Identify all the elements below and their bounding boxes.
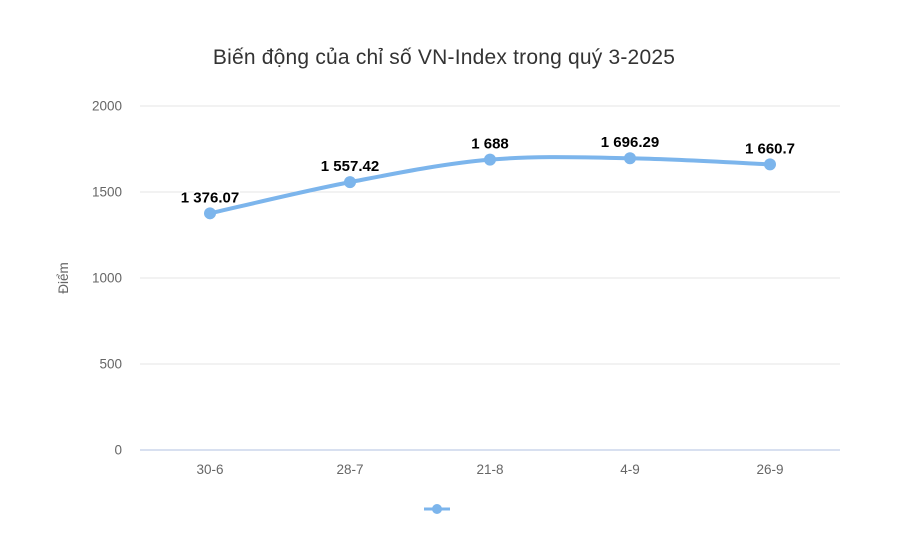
data-point-marker[interactable] [484,153,496,166]
x-tick-label: 21-8 [476,462,503,477]
data-point-marker[interactable] [204,207,216,220]
data-label: 1 688 [471,136,509,153]
data-point-marker[interactable] [764,158,776,171]
x-tick-label: 4-9 [620,462,640,477]
data-point-marker[interactable] [344,176,356,189]
y-tick-label: 1500 [92,185,122,200]
data-label: 1 376.07 [181,189,239,206]
y-tick-label: 500 [99,357,122,372]
y-tick-label: 1000 [92,271,122,286]
legend-marker-icon [424,504,450,514]
data-label: 1 660.7 [745,140,795,157]
legend-item[interactable] [422,502,452,516]
data-label: 1 557.42 [321,158,379,175]
data-label: 1 696.29 [601,134,659,151]
x-tick-label: 26-9 [756,462,783,477]
legend-dot [432,504,442,514]
chart-title: Biến động của chỉ số VN-Index trong quý … [212,46,676,69]
y-tick-label: 0 [114,443,122,458]
data-point-marker[interactable] [624,152,636,165]
y-tick-label: 2000 [92,99,122,114]
x-tick-label: 28-7 [336,462,363,477]
x-tick-label: 30-6 [196,462,223,477]
y-axis-title: Điểm [56,262,71,294]
